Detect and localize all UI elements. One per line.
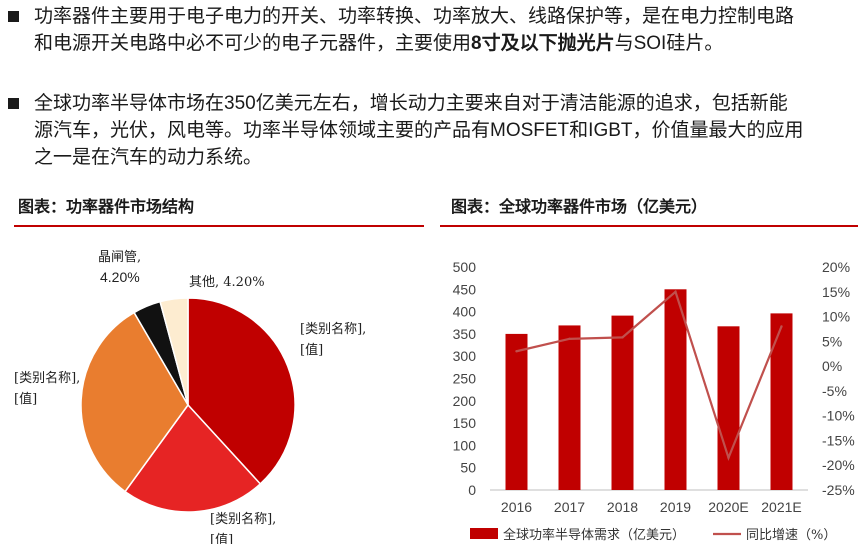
y-right-tick: -15% — [822, 432, 855, 448]
legend-bar-swatch — [470, 528, 498, 539]
x-tick-2017: 2017 — [554, 499, 585, 515]
growth-point-2018 — [621, 336, 624, 339]
pie-slice-1 — [124, 403, 262, 513]
bar-2018 — [611, 315, 634, 490]
pie-label-value-1: [值] — [210, 532, 233, 544]
growth-point-2016 — [515, 350, 518, 353]
y-left-tick: 500 — [453, 259, 477, 275]
pie-label-value-2: [值] — [14, 391, 37, 407]
bar-2019 — [664, 289, 687, 490]
bullet-square-icon — [8, 98, 19, 109]
y-right-tick: 15% — [822, 284, 850, 300]
bar-2021E — [770, 313, 793, 490]
pie-label-4: 其他, 4.20% — [189, 275, 265, 290]
y-right-tick: 20% — [822, 259, 850, 275]
bullet-1-line-2: 和电源开关电路中必不可少的电子元器件，主要使用8寸及以下抛光片与SOI硅片。 — [34, 30, 858, 57]
pie-slice-4 — [159, 297, 189, 406]
bullet-1-bold: 8寸及以下抛光片 — [471, 33, 615, 54]
pie-label-value-0: [值] — [300, 342, 323, 358]
bullet-square-icon — [8, 11, 19, 22]
bullet-2-line-2: 源汽车，光伏，风电等。功率半导体领域主要的产品有MOSFET和IGBT，价值量最… — [34, 120, 804, 141]
bullet-2-line-1: 全球功率半导体市场在350亿美元左右，增长动力主要来自对于清洁能源的追求，包括新… — [34, 93, 788, 114]
pie-label-0: [类别名称], — [300, 321, 366, 337]
y-right-tick: 0% — [822, 358, 842, 374]
y-left-tick: 50 — [460, 460, 476, 476]
growth-rate-line — [516, 289, 783, 462]
x-tick-2021E: 2021E — [761, 499, 801, 515]
x-tick-2019: 2019 — [660, 499, 691, 515]
y-right-tick: -20% — [822, 457, 855, 473]
bullet-2-line-3: 之一是在汽车的动力系统。 — [34, 147, 263, 168]
y-left-tick: 350 — [453, 326, 477, 342]
y-left-tick: 100 — [453, 437, 477, 453]
y-left-tick: 0 — [468, 482, 476, 498]
y-left-tick: 400 — [453, 304, 477, 320]
pie-title-divider — [14, 225, 424, 227]
bullet-1: 功率器件主要用于电子电力的开关、功率转换、功率放大、线路保护等，是在电力控制电路… — [8, 3, 858, 57]
bar-2017 — [558, 325, 581, 490]
growth-point-2020E — [727, 456, 730, 459]
growth-point-2017 — [568, 337, 571, 341]
bar-title-divider — [440, 225, 858, 227]
y-right-tick: -10% — [822, 408, 855, 424]
bullet-1-line-1: 功率器件主要用于电子电力的开关、功率转换、功率放大、线路保护等，是在电力控制电路 — [34, 6, 795, 27]
y-right-tick: 5% — [822, 333, 842, 349]
pie-chart-title: 图表：功率器件市场结构 — [18, 199, 195, 216]
pie-label-1: [类别名称], — [210, 511, 276, 527]
pie-label-3: 晶闸管, — [98, 250, 141, 265]
bullet-2: 全球功率半导体市场在350亿美元左右，增长动力主要来自对于清洁能源的追求，包括新… — [8, 90, 858, 171]
y-left-tick: 150 — [453, 415, 477, 431]
bar-2016 — [505, 333, 528, 490]
pie-label-2: [类别名称], — [14, 370, 80, 386]
x-tick-2020E: 2020E — [708, 499, 748, 515]
bullet-1-tail: 与SOI硅片。 — [614, 33, 724, 54]
x-tick-2016: 2016 — [501, 499, 532, 515]
legend-bar-label: 全球功率半导体需求（亿美元） — [503, 527, 685, 543]
pie-slice-0 — [187, 297, 296, 485]
y-right-tick: -5% — [822, 383, 847, 399]
legend-line-label: 同比增速（%） — [746, 528, 836, 543]
pie-label-value-3: 4.20% — [100, 269, 140, 285]
x-tick-2018: 2018 — [607, 499, 638, 515]
bar-2020E — [717, 326, 740, 490]
y-right-tick: -25% — [822, 482, 855, 498]
y-right-tick: 10% — [822, 309, 850, 325]
growth-point-2021E — [780, 325, 783, 328]
bullet-1-text: 和电源开关电路中必不可少的电子元器件，主要使用 — [34, 33, 472, 54]
y-left-tick: 300 — [453, 348, 477, 364]
growth-point-2019 — [674, 290, 677, 293]
y-left-tick: 200 — [453, 393, 477, 409]
y-left-tick: 450 — [453, 281, 477, 297]
y-left-tick: 250 — [453, 371, 477, 387]
pie-slice-2 — [80, 311, 189, 493]
bar-chart-title: 图表：全球功率器件市场（亿美元） — [451, 199, 708, 216]
